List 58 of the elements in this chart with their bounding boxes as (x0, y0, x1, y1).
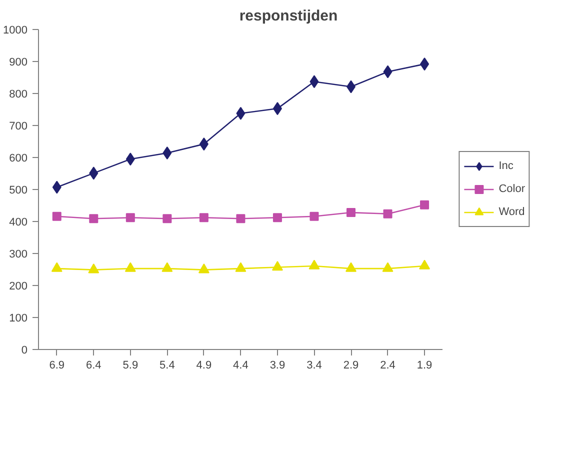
y-tick-label: 1000 (3, 24, 28, 36)
point (272, 260, 283, 271)
point (308, 260, 320, 270)
point (236, 214, 246, 224)
y-tick-label: 100 (9, 312, 28, 324)
point (236, 106, 246, 120)
x-tick-label: 3.4 (306, 360, 322, 372)
x-tick-label: 3.9 (270, 360, 286, 372)
y-tick-label: 0 (21, 344, 28, 356)
point (124, 262, 136, 272)
point (162, 146, 172, 160)
point (51, 262, 62, 272)
x-tick-label: 4.9 (196, 360, 212, 372)
point (310, 212, 319, 221)
point (420, 58, 430, 71)
y-tick-label: 700 (9, 120, 28, 132)
point (272, 102, 282, 116)
point (199, 138, 208, 151)
y-tick-label: 300 (9, 248, 28, 260)
point (383, 65, 392, 78)
x-tick-label: 4.4 (233, 360, 248, 372)
y-tick-label: 600 (9, 152, 28, 164)
point (162, 214, 172, 224)
point (52, 212, 62, 221)
point (419, 260, 430, 270)
y-tick-label: 900 (9, 56, 28, 68)
legend-label: Word (498, 206, 525, 218)
x-tick-label: 5.4 (160, 360, 175, 372)
y-tick-label: 500 (9, 184, 28, 196)
y-tick-label: 800 (9, 88, 28, 100)
point (310, 75, 319, 88)
point (272, 213, 282, 222)
x-tick-label: 2.4 (380, 360, 396, 372)
point (89, 214, 98, 224)
point (88, 264, 100, 274)
point (346, 208, 356, 218)
x-tick-label: 2.9 (343, 360, 359, 372)
point (198, 264, 210, 274)
point (383, 209, 392, 218)
x-tick-label: 1.9 (416, 360, 432, 372)
legend-label: Inc (498, 160, 514, 172)
point (52, 180, 62, 194)
chart-title: responstijden (239, 8, 338, 24)
x-tick-label: 6.9 (49, 360, 65, 372)
point (199, 213, 208, 222)
point (346, 262, 356, 272)
point (382, 262, 394, 272)
point (126, 213, 135, 222)
legend-label: Color (498, 183, 525, 195)
point (126, 152, 135, 166)
y-tick-label: 400 (9, 216, 28, 228)
point (89, 166, 98, 180)
x-tick-label: 5.9 (122, 360, 138, 372)
point (162, 262, 173, 272)
point (420, 200, 430, 210)
point (235, 262, 246, 272)
y-tick-label: 200 (9, 280, 28, 292)
x-tick-label: 6.4 (86, 360, 102, 372)
